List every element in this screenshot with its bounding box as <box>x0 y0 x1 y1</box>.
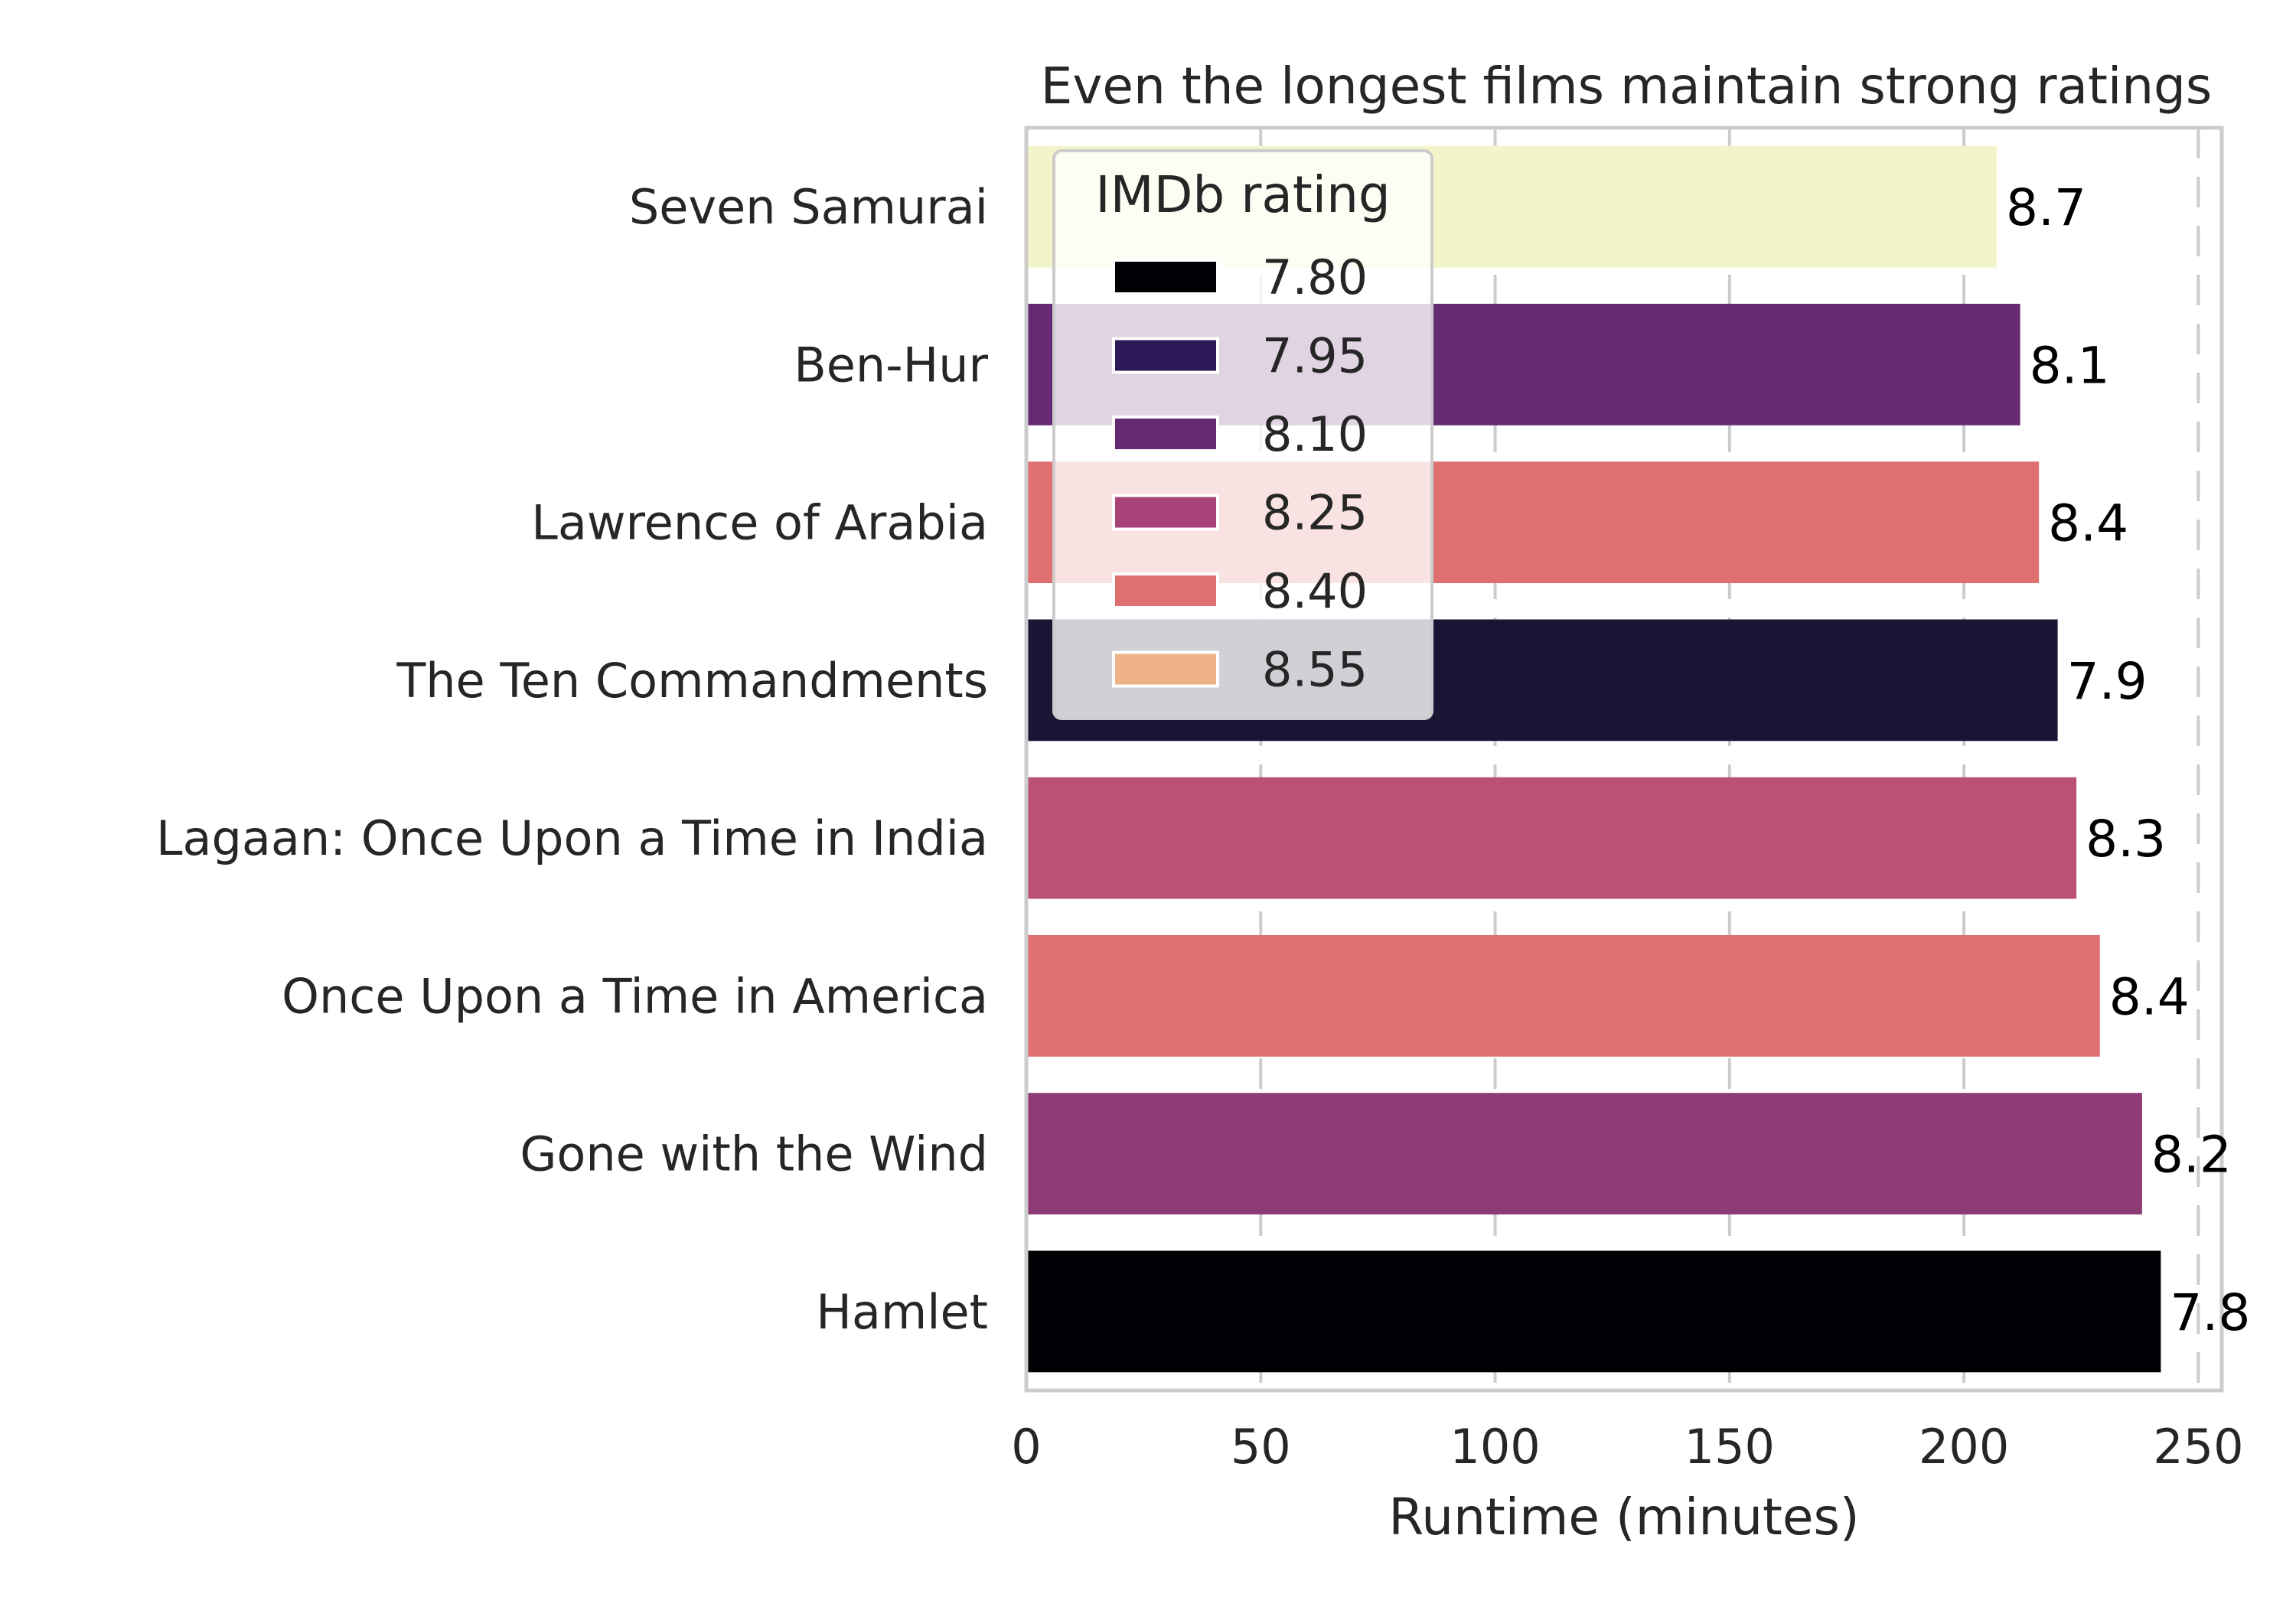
bar-value-label: 8.7 <box>2006 178 2086 237</box>
x-tick-label: 250 <box>2153 1419 2243 1475</box>
legend-entry-label: 7.95 <box>1262 328 1368 384</box>
bar-value-label: 7.9 <box>2067 652 2148 711</box>
x-tick-labels: 0 50 100 150 200 250 <box>1011 1419 2243 1475</box>
legend-entry-label: 8.55 <box>1262 642 1368 698</box>
legend-swatch <box>1112 416 1219 452</box>
chart-title: Even the longest films maintain strong r… <box>1041 57 2213 116</box>
x-tick-label: 0 <box>1011 1419 1041 1475</box>
y-tick-label: Ben-Hur <box>794 337 988 393</box>
bar-value-label: 8.4 <box>2109 967 2190 1026</box>
y-tick-label: Lawrence of Arabia <box>531 495 988 551</box>
legend-swatch <box>1112 259 1219 295</box>
x-axis-label: Runtime (minutes) <box>1388 1488 1859 1547</box>
bar-value-label: 8.1 <box>2030 336 2110 395</box>
legend-box <box>1052 149 1433 720</box>
y-tick-label: Hamlet <box>816 1284 988 1340</box>
legend-swatch <box>1112 650 1219 688</box>
x-tick-label: 150 <box>1684 1419 1775 1475</box>
y-tick-label: The Ten Commandments <box>396 653 988 709</box>
legend: IMDb rating 7.80 7.95 8.10 8.25 8.40 8.55 <box>1052 149 1433 720</box>
y-tick-labels: Seven Samurai Ben-Hur Lawrence of Arabia Th… <box>156 179 988 1340</box>
legend-swatch <box>1112 572 1219 609</box>
plot-frame <box>1024 125 2224 1393</box>
bar-labels: 8.7 8.1 8.4 7.9 8.3 8.4 8.2 7.8 <box>2006 178 2250 1342</box>
y-tick-label: Once Upon a Time in America <box>282 968 988 1024</box>
legend-entry-label: 7.80 <box>1262 249 1368 305</box>
legend-swatch <box>1112 337 1219 374</box>
y-tick-label: Gone with the Wind <box>520 1126 988 1182</box>
x-tick-label: 50 <box>1231 1419 1291 1475</box>
x-tick-label: 200 <box>1919 1419 2009 1475</box>
legend-entry-label: 8.40 <box>1262 563 1368 619</box>
x-tick-label: 100 <box>1450 1419 1540 1475</box>
bar <box>1026 1250 2161 1373</box>
bar-value-label: 7.8 <box>2170 1283 2250 1342</box>
legend-title: IMDb rating <box>1095 165 1391 224</box>
legend-entry-label: 8.25 <box>1262 485 1368 541</box>
y-tick-label: Lagaan: Once Upon a Time in India <box>156 810 988 866</box>
bar <box>1026 777 2077 899</box>
bar <box>1026 1093 2142 1215</box>
y-tick-label: Seven Samurai <box>629 179 988 235</box>
bar-value-label: 8.3 <box>2086 810 2166 869</box>
bar <box>1026 934 2100 1057</box>
legend-swatch <box>1112 494 1219 531</box>
legend-entry-label: 8.10 <box>1262 406 1368 462</box>
bar-value-label: 8.4 <box>2048 494 2128 553</box>
bar-value-label: 8.2 <box>2151 1126 2232 1185</box>
